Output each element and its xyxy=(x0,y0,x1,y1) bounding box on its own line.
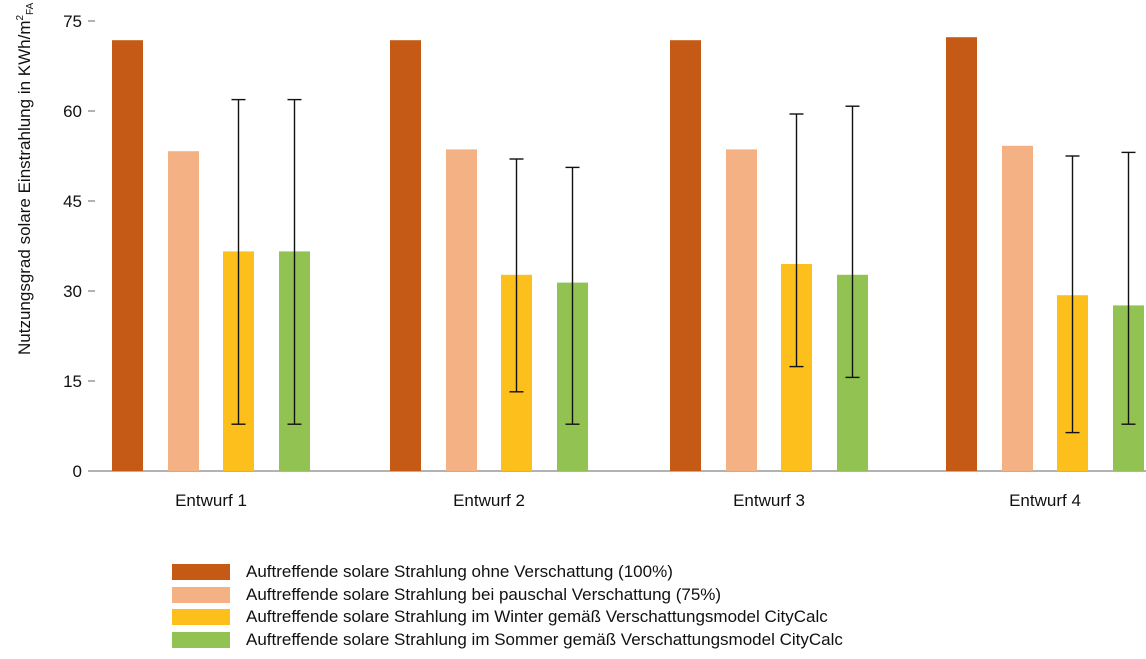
error-bar xyxy=(287,98,302,425)
legend-swatch xyxy=(172,586,230,603)
x-category-label: Entwurf 3 xyxy=(733,491,805,510)
bar xyxy=(112,40,143,471)
legend-label: Auftreffende solare Strahlung im Sommer … xyxy=(246,629,843,649)
legend-item: Auftreffende solare Strahlung im Sommer … xyxy=(172,629,843,652)
bar xyxy=(168,151,199,471)
y-axis-label-text: Nutzungsgrad solare Einstrahlung in KWh/… xyxy=(15,21,34,356)
legend-swatch xyxy=(172,609,230,626)
bar xyxy=(1002,145,1033,472)
chart: Nutzungsgrad solare Einstrahlung in KWh/… xyxy=(15,2,1146,510)
y-axis-label-subscript: FA xyxy=(25,2,36,15)
bar xyxy=(390,40,421,471)
y-axis-label-superscript: 2 xyxy=(15,15,26,21)
bar xyxy=(446,149,477,471)
error-bar xyxy=(509,158,524,393)
y-tick-label: 60 xyxy=(63,102,82,121)
legend-swatch xyxy=(172,564,230,581)
legend-label: Auftreffende solare Strahlung bei pausch… xyxy=(246,584,722,604)
legend-item: Auftreffende solare Strahlung bei pausch… xyxy=(172,584,843,607)
y-axis-label: Nutzungsgrad solare Einstrahlung in KWh/… xyxy=(15,2,36,355)
error-bar xyxy=(1121,151,1136,425)
bar xyxy=(726,149,757,471)
bar xyxy=(670,40,701,471)
y-tick-label: 75 xyxy=(63,12,82,31)
legend-swatch xyxy=(172,631,230,648)
y-axis: 0 15 30 45 60 75 xyxy=(63,12,95,481)
bars xyxy=(112,37,1144,472)
legend-item: Auftreffende solare Strahlung im Winter … xyxy=(172,606,843,629)
y-tick-label: 15 xyxy=(63,372,82,391)
x-category-label: Entwurf 1 xyxy=(175,491,247,510)
error-bar xyxy=(789,113,804,368)
legend-label: Auftreffende solare Strahlung im Winter … xyxy=(246,607,828,627)
bar xyxy=(946,37,977,471)
legend: Auftreffende solare Strahlung ohne Versc… xyxy=(172,561,843,651)
error-bar xyxy=(231,98,246,425)
legend-label: Auftreffende solare Strahlung ohne Versc… xyxy=(246,562,673,582)
legend-item: Auftreffende solare Strahlung ohne Versc… xyxy=(172,561,843,584)
x-category-label: Entwurf 2 xyxy=(453,491,525,510)
y-tick-label: 45 xyxy=(63,192,82,211)
x-category-label: Entwurf 4 xyxy=(1009,491,1081,510)
x-axis-categories: Entwurf 1 Entwurf 2 Entwurf 3 Entwurf 4 xyxy=(175,491,1081,510)
error-bar xyxy=(845,105,860,379)
y-tick-label: 30 xyxy=(63,282,82,301)
error-bar xyxy=(565,166,580,425)
svg-text:Nutzungsgrad solare Einstrahlu: Nutzungsgrad solare Einstrahlung in KWh/… xyxy=(15,2,36,355)
error-bar xyxy=(1065,155,1080,434)
error-bars xyxy=(231,98,1136,434)
y-tick-label: 0 xyxy=(73,462,82,481)
